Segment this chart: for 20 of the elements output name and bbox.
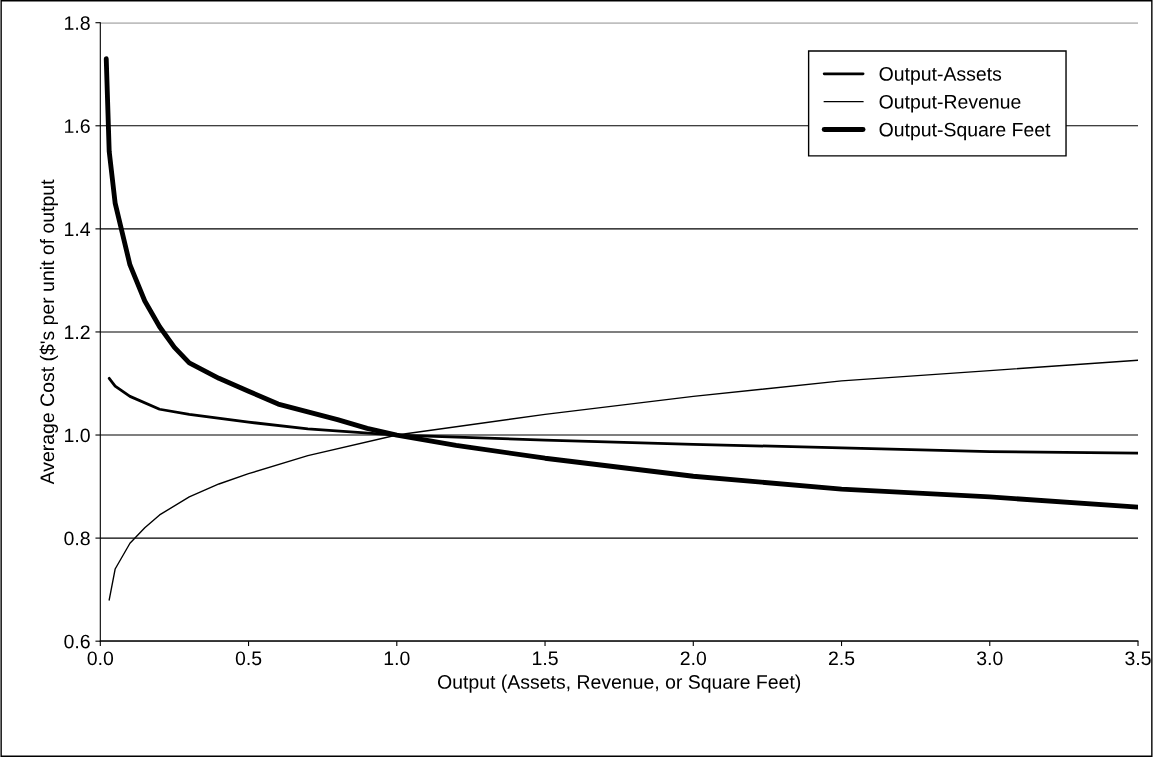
x-tick-label: 0.5 — [235, 651, 262, 666]
x-tick-label: 2.0 — [680, 651, 707, 666]
x-axis-title: Output (Assets, Revenue, or Square Feet) — [437, 674, 801, 693]
x-tick-label: 1.0 — [384, 651, 410, 666]
x-tick-label: 2.5 — [828, 651, 855, 666]
y-tick-label: 0.6 — [64, 634, 90, 649]
y-tick-label: 1.6 — [65, 119, 90, 134]
x-tick-label: 3.5 — [1125, 651, 1151, 666]
y-tick-label: 1.0 — [65, 428, 90, 443]
x-tick-label: 3.0 — [977, 651, 1003, 666]
legend-label: Output-Assets — [879, 67, 1002, 85]
legend-label: Output-Square Feet — [879, 122, 1051, 141]
x-tick-label: 0.0 — [87, 651, 114, 666]
y-tick-label: 1.4 — [65, 222, 91, 236]
y-tick-label: 1.2 — [65, 325, 90, 339]
y-tick-label: 0.8 — [64, 531, 90, 546]
legend-label: Output-Revenue — [879, 94, 1021, 113]
x-tick-label: 1.5 — [533, 651, 558, 666]
y-tick-label: 1.8 — [65, 16, 90, 30]
y-axis-title: Average Cost ($'s per unit of output — [39, 179, 59, 485]
